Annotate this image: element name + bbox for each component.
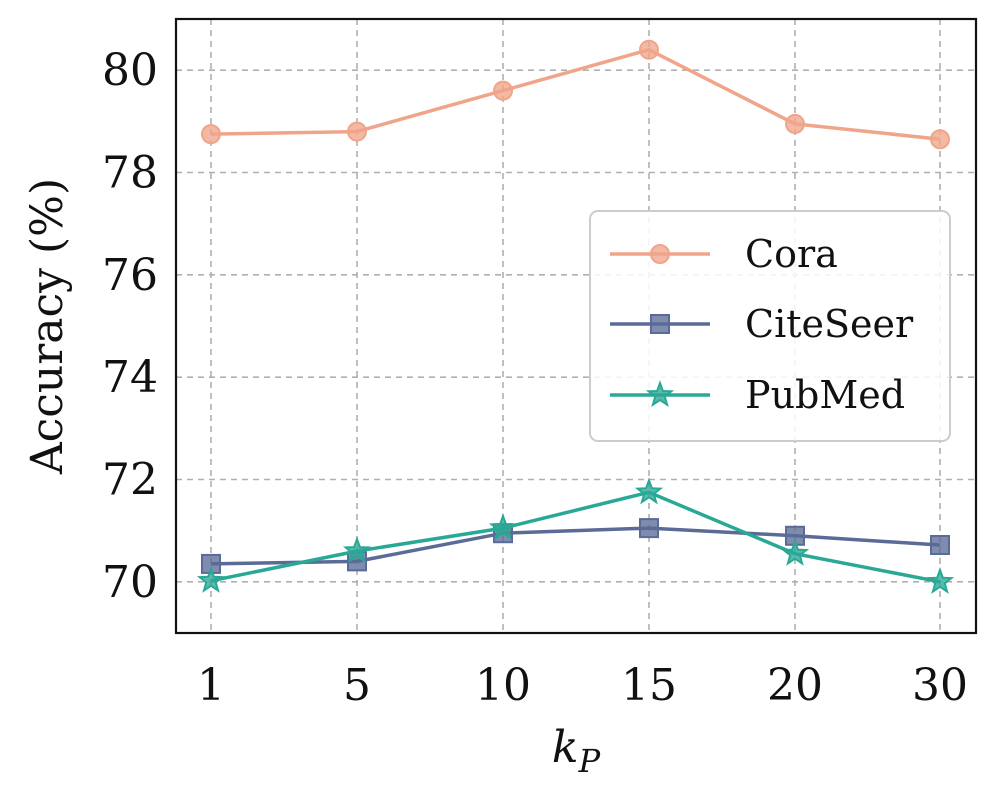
x-axis-label-base: k <box>552 722 579 773</box>
data-point <box>780 538 810 566</box>
x-tick-label: 10 <box>475 660 531 711</box>
series-citeseer <box>201 518 950 574</box>
series-pubmed <box>196 477 955 594</box>
data-point <box>347 121 367 142</box>
data-point <box>925 566 955 594</box>
plot-frame <box>174 17 978 635</box>
y-tick-label: 70 <box>102 557 158 608</box>
series-line <box>210 47 941 141</box>
y-axis-label: Accuracy (%) <box>22 178 73 475</box>
data-point <box>930 129 950 150</box>
x-tick-label: 20 <box>767 660 823 711</box>
legend-label: Cora <box>745 232 838 276</box>
x-tick-label: 1 <box>197 660 225 711</box>
data-point <box>201 124 221 145</box>
legend: Cora CiteSeer PubMed <box>589 210 951 442</box>
data-point <box>639 518 659 539</box>
x-tick-label: 15 <box>621 660 677 711</box>
legend-label: CiteSeer <box>745 302 914 346</box>
data-point <box>930 534 950 555</box>
data-point <box>342 536 372 564</box>
series-cora <box>201 39 950 150</box>
series-line <box>210 490 941 584</box>
legend-items: Cora CiteSeer PubMed <box>610 232 914 417</box>
y-tick-label: 74 <box>102 352 158 403</box>
x-axis-label: kP <box>552 722 601 780</box>
legend-item: PubMed <box>610 373 905 417</box>
x-axis-label-subscript: P <box>578 742 601 780</box>
legend-marker <box>650 314 670 334</box>
legend-item: Cora <box>610 232 838 276</box>
data-point <box>639 39 659 60</box>
y-tick-label: 72 <box>102 455 158 506</box>
data-point <box>196 565 226 593</box>
x-tick-label: 30 <box>912 660 968 711</box>
y-tick-label: 80 <box>102 45 158 96</box>
data-point <box>488 513 518 541</box>
x-tick-label: 5 <box>343 660 371 711</box>
legend-box <box>589 210 951 442</box>
y-tick-label: 76 <box>102 250 158 301</box>
data-point <box>634 477 664 505</box>
legend-marker <box>645 380 675 408</box>
legend-item: CiteSeer <box>610 302 914 346</box>
data-point <box>785 113 805 134</box>
series-line <box>210 526 941 566</box>
legend-label: PubMed <box>745 373 905 417</box>
y-tick-label: 78 <box>102 148 158 199</box>
data-point <box>493 80 513 101</box>
legend-marker <box>650 244 670 264</box>
series-layer <box>196 39 955 594</box>
